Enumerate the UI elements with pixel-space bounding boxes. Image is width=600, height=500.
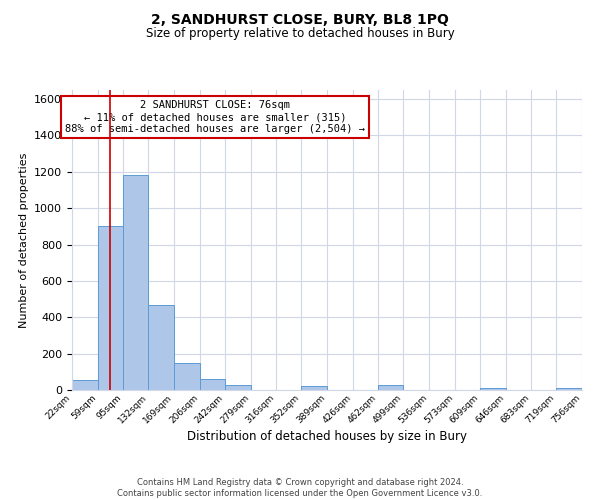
X-axis label: Distribution of detached houses by size in Bury: Distribution of detached houses by size … [187,430,467,444]
Bar [225,384,251,390]
Bar [148,304,174,390]
Text: Size of property relative to detached houses in Bury: Size of property relative to detached ho… [146,28,454,40]
Text: Contains HM Land Registry data © Crown copyright and database right 2024.
Contai: Contains HM Land Registry data © Crown c… [118,478,482,498]
Bar [98,226,123,390]
Bar [174,362,200,390]
Bar [123,174,148,390]
Text: 2, SANDHURST CLOSE, BURY, BL8 1PQ: 2, SANDHURST CLOSE, BURY, BL8 1PQ [151,12,449,26]
Y-axis label: Number of detached properties: Number of detached properties [19,152,29,328]
Bar [480,388,506,390]
Bar [301,386,327,390]
Bar [556,388,582,390]
Bar [72,380,98,390]
Text: 2 SANDHURST CLOSE: 76sqm
← 11% of detached houses are smaller (315)
88% of semi-: 2 SANDHURST CLOSE: 76sqm ← 11% of detach… [65,100,365,134]
Bar [378,386,403,390]
Bar [200,380,225,390]
